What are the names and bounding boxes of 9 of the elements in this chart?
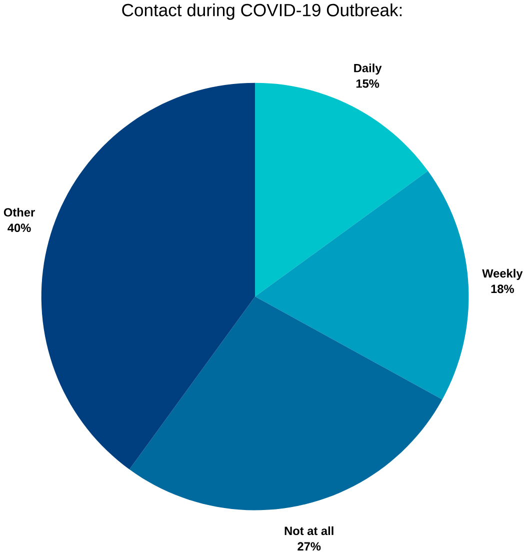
data-label: 40% (7, 224, 31, 232)
data-label: 27% (298, 542, 321, 551)
slice-label: Not at all (284, 526, 334, 536)
data-label: 18% (491, 284, 514, 294)
slice-label: Other (4, 208, 35, 217)
chart-title: Contact during COVID-19 Outbreak: (122, 3, 402, 20)
slice-label: Daily (354, 64, 382, 75)
slice-label: Weekly (482, 268, 523, 280)
data-label: 15% (356, 79, 380, 88)
